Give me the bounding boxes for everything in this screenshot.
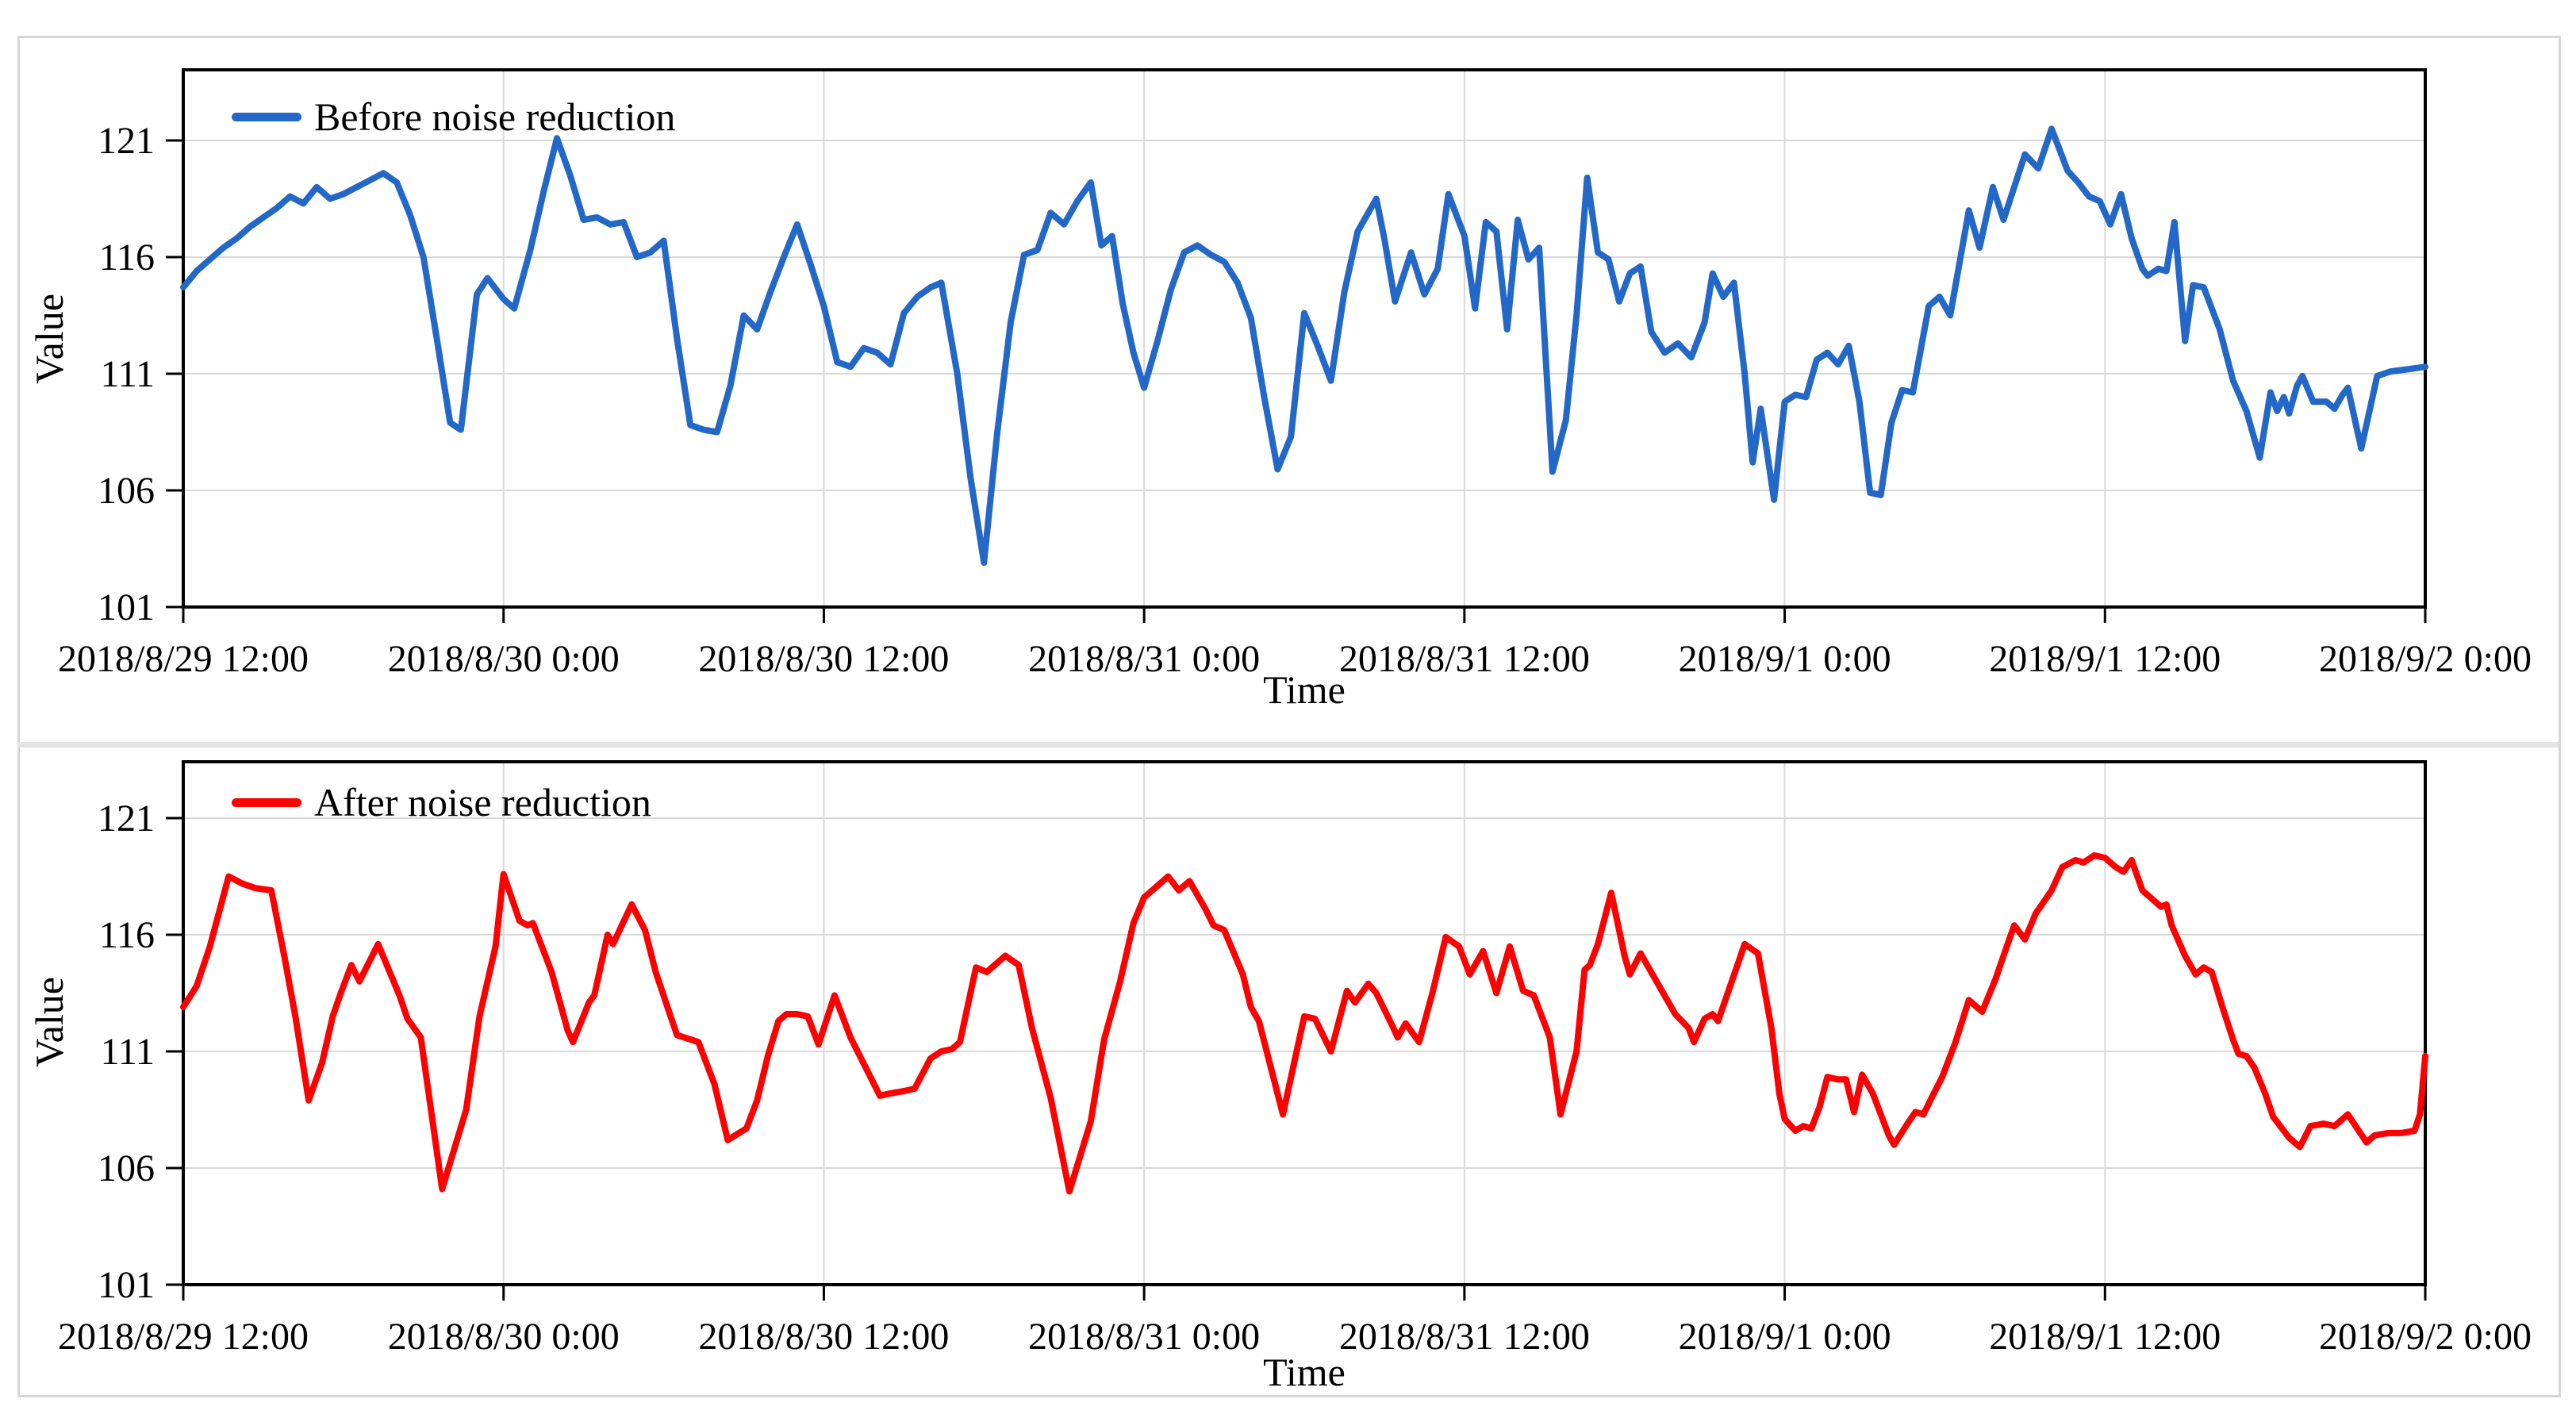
x-tick-label: 2018/8/29 12:00	[58, 638, 309, 680]
y-tick-label: 101	[98, 586, 155, 628]
x-tick-label: 2018/9/2 0:00	[2319, 638, 2532, 680]
x-axis-title-top: Time	[1263, 667, 1346, 712]
y-tick-label: 121	[98, 120, 155, 162]
y-tick-label: 116	[99, 236, 155, 279]
y-tick-label: 106	[98, 1147, 155, 1189]
x-tick-label: 2018/8/30 12:00	[698, 638, 949, 680]
panel-separator	[17, 742, 2559, 747]
legend-label: After noise reduction	[314, 780, 651, 824]
x-tick-label: 2018/8/31 0:00	[1028, 638, 1260, 680]
y-tick-label: 101	[98, 1264, 155, 1306]
y-axis-title-top: Value	[27, 294, 71, 384]
legend-before: Before noise reduction	[232, 92, 675, 141]
legend-after: After noise reduction	[232, 778, 651, 827]
x-tick-label: 2018/8/31 12:00	[1339, 638, 1590, 680]
series-before	[180, 125, 2428, 567]
x-tick-label: 2018/8/30 12:00	[698, 1316, 949, 1358]
x-tick-label: 2018/8/30 0:00	[388, 1316, 620, 1358]
legend-line-swatch	[232, 112, 301, 121]
x-tick-label: 2018/8/30 0:00	[388, 638, 620, 680]
x-tick-label: 2018/8/31 12:00	[1339, 1316, 1590, 1358]
y-tick-label: 106	[98, 470, 155, 512]
x-tick-label: 2018/9/1 12:00	[1989, 1316, 2221, 1358]
series-after	[180, 852, 2428, 1195]
panel-before-border	[182, 68, 2427, 609]
x-tick-label: 2018/9/1 0:00	[1679, 638, 1891, 680]
x-tick-label: 2018/8/29 12:00	[58, 1316, 309, 1358]
y-tick-label: 116	[99, 914, 155, 956]
y-tick-label: 121	[98, 797, 155, 840]
x-tick-label: 2018/8/31 0:00	[1028, 1316, 1260, 1358]
x-tick-label: 2018/9/1 0:00	[1679, 1316, 1891, 1358]
y-tick-label: 111	[101, 353, 155, 395]
x-tick-label: 2018/9/1 12:00	[1989, 638, 2221, 680]
panel-after-border	[182, 760, 2427, 1286]
legend-label: Before noise reduction	[314, 94, 676, 139]
y-tick-label: 111	[101, 1031, 155, 1073]
x-tick-label: 2018/9/2 0:00	[2319, 1316, 2532, 1358]
y-axis-title-bottom: Value	[27, 977, 71, 1067]
legend-line-swatch	[232, 797, 301, 807]
x-axis-title-bottom: Time	[1263, 1350, 1346, 1394]
